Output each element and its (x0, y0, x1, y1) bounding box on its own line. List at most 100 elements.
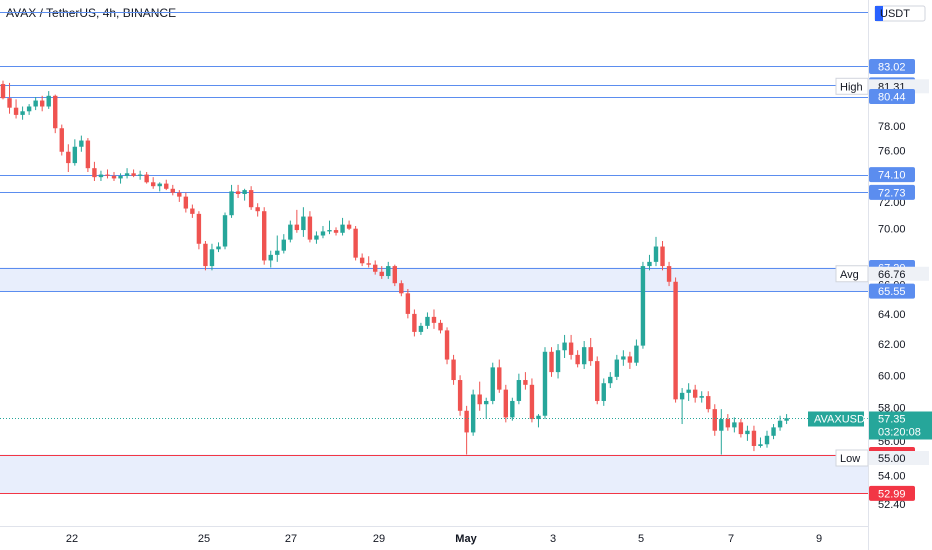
candle-body (373, 264, 378, 272)
x-tick-label: May (455, 533, 477, 545)
candle-body (170, 188, 175, 193)
level-label: 83.02 (878, 61, 906, 73)
x-tick-label: 5 (638, 533, 644, 545)
candle-body (124, 173, 130, 176)
candle-body (327, 230, 332, 232)
candle-body (131, 173, 136, 176)
y-tick-label: 78.00 (878, 121, 906, 133)
candle-body (712, 409, 717, 431)
candle-body (666, 266, 672, 282)
x-tick-label: 9 (816, 533, 822, 545)
candle-body (13, 107, 19, 115)
candle-body (190, 208, 195, 214)
candle-body (320, 231, 326, 236)
candle-body (490, 367, 495, 401)
candle-body (209, 249, 215, 267)
candle-body (588, 347, 593, 362)
candle-body (255, 207, 260, 212)
candle-body (516, 380, 522, 401)
candle-body (536, 415, 541, 420)
candle-body (144, 174, 149, 183)
x-tick-label: 27 (285, 533, 297, 545)
candle-body (242, 190, 247, 195)
candle-body (79, 140, 84, 147)
candle-body (262, 211, 267, 261)
candle-body (601, 383, 606, 401)
candle-body (118, 175, 123, 179)
candle-body (203, 243, 208, 267)
candle-body (222, 215, 228, 247)
level-tag: High (840, 81, 863, 93)
candle-body (268, 254, 273, 261)
candle-body (497, 367, 502, 390)
candle-body (59, 128, 64, 152)
candle-body (653, 246, 659, 262)
candle-body (412, 313, 417, 332)
candle-body (706, 396, 711, 410)
candle-body (510, 400, 515, 418)
candle-body (470, 394, 476, 433)
level-label-bg (869, 451, 929, 465)
candle-body (346, 224, 352, 229)
candle-body (692, 389, 698, 398)
candle-body (444, 330, 450, 360)
range-band (0, 267, 868, 292)
candle-body (745, 430, 750, 435)
candle-body (111, 175, 117, 179)
symbol-tag: AVAXUSDT (814, 414, 872, 426)
candle-body (581, 347, 587, 365)
candle-body (529, 384, 535, 420)
x-tick-label: 25 (198, 533, 210, 545)
candle-body (235, 191, 241, 195)
candle-body (627, 356, 633, 363)
candle-body (196, 213, 202, 244)
range-band (0, 454, 868, 494)
candle-body (451, 359, 456, 381)
candle-body (98, 174, 104, 178)
level-label: 52.99 (878, 488, 906, 500)
candle-body (157, 183, 162, 187)
candle-body (26, 106, 32, 112)
level-label-bg (869, 184, 915, 200)
candle-body (399, 283, 404, 294)
level-label: 74.10 (878, 170, 906, 182)
candle-body (634, 345, 639, 363)
candle-body (758, 444, 763, 446)
candle-body (288, 224, 293, 240)
level-label: 66.76 (878, 269, 906, 281)
candle-body (542, 351, 548, 416)
y-tick-label: 62.00 (878, 339, 906, 351)
candle-body (307, 216, 313, 240)
candle-body (46, 95, 51, 107)
candle-body (39, 100, 45, 107)
candle-body (150, 182, 156, 187)
countdown: 03:20:08 (878, 427, 921, 439)
candle-body (340, 224, 345, 233)
candle-body (457, 380, 463, 411)
current-price-bg (869, 411, 932, 440)
candle-body (751, 430, 757, 446)
candle-body (229, 191, 234, 216)
candle-body (66, 151, 71, 164)
candle-body (647, 261, 652, 267)
candle-body (85, 140, 91, 169)
candle-body (595, 361, 600, 401)
candle-body (673, 281, 678, 400)
y-tick-label: 76.00 (878, 146, 906, 158)
candle-body (608, 376, 613, 384)
candle-body (523, 380, 528, 385)
candle-body (464, 410, 469, 433)
candle-body (686, 389, 691, 393)
candle-body (72, 146, 78, 164)
candle-body (477, 394, 482, 405)
candle-body (719, 419, 724, 431)
candle-body (281, 239, 286, 251)
currency-label: USDT (880, 8, 910, 20)
y-tick-label: 72.00 (878, 197, 906, 209)
symbol-tag-bg (808, 411, 864, 427)
candle-body (660, 246, 665, 267)
level-label-bg (869, 266, 929, 281)
level-label: 72.73 (878, 187, 906, 199)
candle-body (183, 196, 189, 209)
